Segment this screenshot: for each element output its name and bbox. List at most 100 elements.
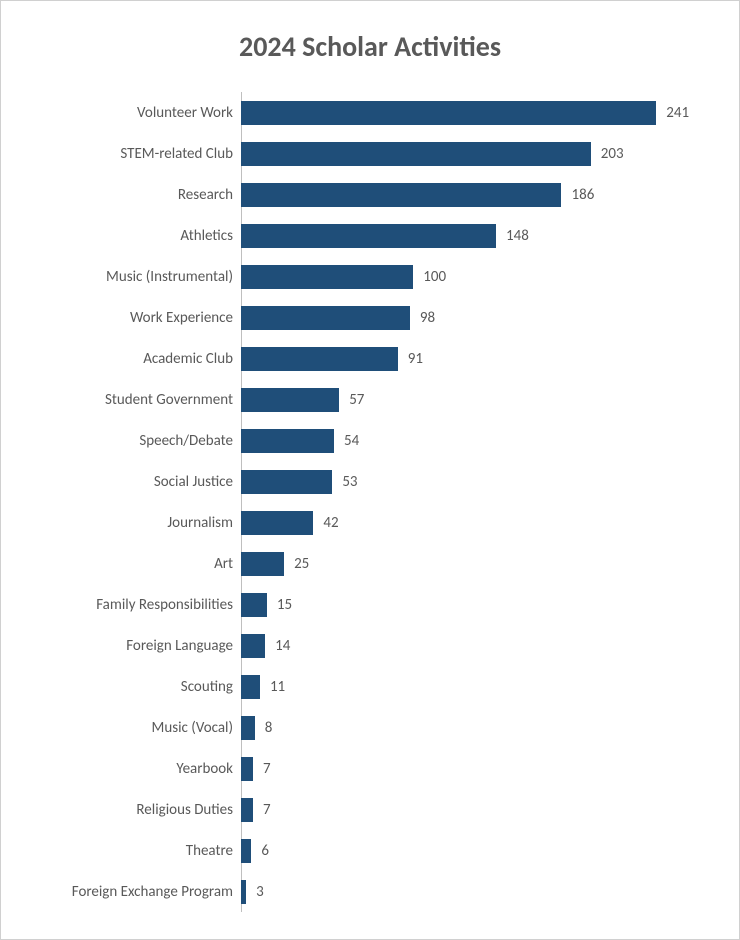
bar: 57 [241, 388, 339, 412]
bar-label: Journalism [31, 514, 241, 532]
bar-label: Family Responsibilities [31, 596, 241, 614]
bar-track: 100 [241, 256, 689, 297]
chart-title: 2024 Scholar Activities [31, 29, 709, 64]
bar-label: Theatre [31, 842, 241, 860]
bars-group: Volunteer Work241STEM-related Club203Res… [241, 92, 689, 912]
bar-label: Music (Instrumental) [31, 268, 241, 286]
bar-value: 42 [323, 514, 338, 532]
bar-track: 148 [241, 215, 689, 256]
bar-row: Music (Instrumental)100 [241, 256, 689, 297]
bar-value: 241 [666, 104, 689, 122]
bar-row: Yearbook7 [241, 748, 689, 789]
bar: 203 [241, 142, 591, 166]
bar-track: 8 [241, 707, 689, 748]
bar-value: 54 [344, 432, 359, 450]
bar-row: Foreign Language14 [241, 625, 689, 666]
bar-row: Art25 [241, 543, 689, 584]
bar-row: Work Experience98 [241, 297, 689, 338]
bar: 14 [241, 634, 265, 658]
bar: 8 [241, 716, 255, 740]
bar-row: Religious Duties7 [241, 789, 689, 830]
chart-container: 2024 Scholar Activities Volunteer Work24… [0, 0, 740, 940]
bar-label: STEM-related Club [31, 145, 241, 163]
bar-row: Theatre6 [241, 830, 689, 871]
bar-value: 11 [270, 678, 285, 696]
bar-value: 7 [263, 801, 271, 819]
bar-row: Student Government57 [241, 379, 689, 420]
bar-track: 14 [241, 625, 689, 666]
bar: 91 [241, 347, 398, 371]
bar-label: Volunteer Work [31, 104, 241, 122]
bar-value: 15 [277, 596, 292, 614]
chart-area: Volunteer Work241STEM-related Club203Res… [31, 92, 709, 912]
bar-track: 54 [241, 420, 689, 461]
bar-track: 53 [241, 461, 689, 502]
bar: 186 [241, 183, 561, 207]
bar-row: Scouting11 [241, 666, 689, 707]
bar-value: 186 [571, 186, 594, 204]
bar: 25 [241, 552, 284, 576]
bar-value: 57 [349, 391, 364, 409]
bar: 7 [241, 798, 253, 822]
bar-value: 6 [261, 842, 269, 860]
bar: 7 [241, 757, 253, 781]
bar-row: Athletics148 [241, 215, 689, 256]
bar-row: Academic Club91 [241, 338, 689, 379]
bar-track: 203 [241, 133, 689, 174]
bar-label: Social Justice [31, 473, 241, 491]
bar-value: 148 [506, 227, 529, 245]
bar-row: Social Justice53 [241, 461, 689, 502]
bar-track: 3 [241, 871, 689, 912]
bar-label: Student Government [31, 391, 241, 409]
bar: 42 [241, 511, 313, 535]
bar: 98 [241, 306, 410, 330]
bar-track: 7 [241, 789, 689, 830]
bar-track: 42 [241, 502, 689, 543]
bar-track: 25 [241, 543, 689, 584]
bar-label: Research [31, 186, 241, 204]
bar: 241 [241, 101, 656, 125]
bar-label: Foreign Exchange Program [31, 883, 241, 901]
bar-value: 203 [601, 145, 624, 163]
bar-value: 53 [342, 473, 357, 491]
bar-row: STEM-related Club203 [241, 133, 689, 174]
bar-track: 11 [241, 666, 689, 707]
bar-row: Family Responsibilities15 [241, 584, 689, 625]
bar-track: 15 [241, 584, 689, 625]
bar-track: 241 [241, 92, 689, 133]
bar-label: Academic Club [31, 350, 241, 368]
chart-plot: Volunteer Work241STEM-related Club203Res… [241, 92, 689, 912]
bar-track: 186 [241, 174, 689, 215]
bar: 53 [241, 470, 332, 494]
bar-label: Athletics [31, 227, 241, 245]
bar-label: Art [31, 555, 241, 573]
bar-value: 8 [265, 719, 273, 737]
bar-row: Journalism42 [241, 502, 689, 543]
bar-track: 7 [241, 748, 689, 789]
bar-label: Yearbook [31, 760, 241, 778]
bar-label: Work Experience [31, 309, 241, 327]
bar-value: 14 [275, 637, 290, 655]
bar-track: 98 [241, 297, 689, 338]
bar-value: 25 [294, 555, 309, 573]
bar-value: 98 [420, 309, 435, 327]
bar-value: 3 [256, 883, 264, 901]
bar-row: Volunteer Work241 [241, 92, 689, 133]
bar-row: Speech/Debate54 [241, 420, 689, 461]
bar-track: 6 [241, 830, 689, 871]
bar-row: Music (Vocal)8 [241, 707, 689, 748]
bar: 11 [241, 675, 260, 699]
bar: 148 [241, 224, 496, 248]
bar-label: Speech/Debate [31, 432, 241, 450]
bar-label: Scouting [31, 678, 241, 696]
bar: 15 [241, 593, 267, 617]
bar-value: 7 [263, 760, 271, 778]
bar: 6 [241, 839, 251, 863]
bar-label: Religious Duties [31, 801, 241, 819]
bar-label: Music (Vocal) [31, 719, 241, 737]
bar-value: 91 [408, 350, 423, 368]
bar-label: Foreign Language [31, 637, 241, 655]
bar-track: 91 [241, 338, 689, 379]
bar-value: 100 [423, 268, 446, 286]
bar: 3 [241, 880, 246, 904]
